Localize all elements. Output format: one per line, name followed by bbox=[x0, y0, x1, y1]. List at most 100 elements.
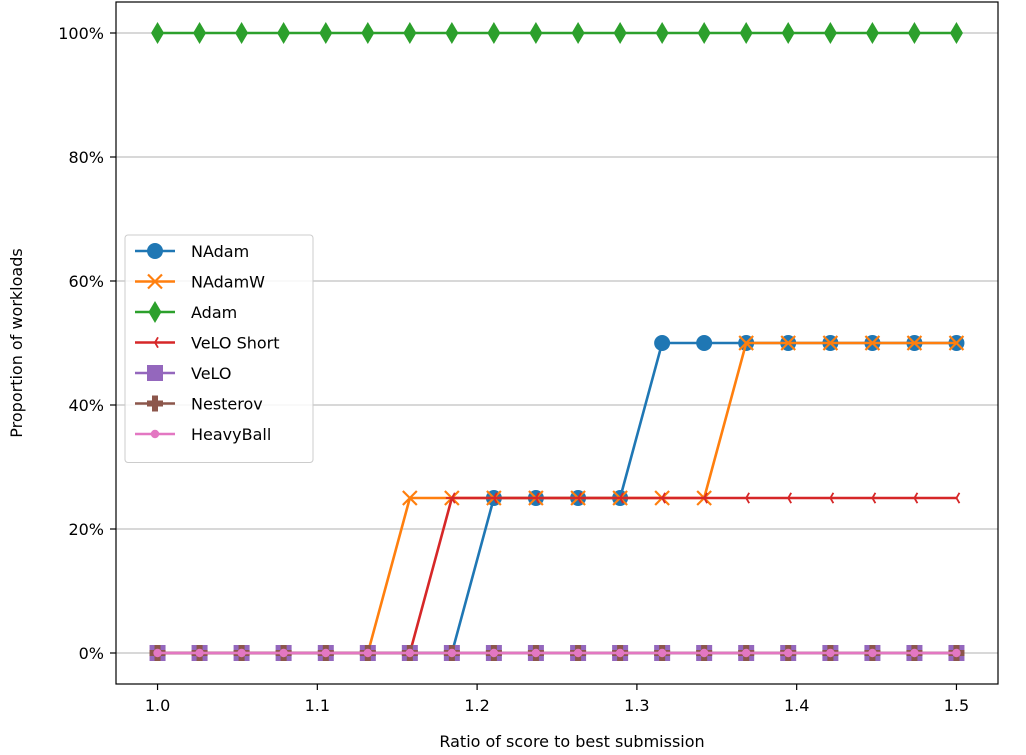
point-adam-14 bbox=[739, 22, 753, 44]
point-velo-short-7 bbox=[445, 492, 456, 504]
legend-entry-velo-short: VeLO Short bbox=[135, 334, 280, 353]
point-nadam-13 bbox=[696, 335, 713, 351]
point-adam-12 bbox=[655, 22, 669, 44]
point-velo-short-8 bbox=[487, 492, 498, 504]
legend-entry-nadamw: NAdamW bbox=[135, 273, 265, 292]
x-tick-label-0: 1.0 bbox=[145, 696, 170, 715]
x-tick-label-2: 1.2 bbox=[464, 696, 489, 715]
x-tick-label-3: 1.3 bbox=[624, 696, 649, 715]
point-adam-15 bbox=[781, 22, 795, 44]
point-adam-11 bbox=[613, 22, 627, 44]
point-velo-short-16 bbox=[824, 492, 835, 504]
point-adam-13 bbox=[697, 22, 711, 44]
legend-label-adam: Adam bbox=[191, 303, 237, 322]
y-tick-label-0: 0% bbox=[79, 644, 104, 663]
point-nadamw-19 bbox=[948, 335, 965, 351]
point-adam-9 bbox=[529, 22, 543, 44]
point-heavyball-6 bbox=[405, 648, 415, 658]
point-heavyball-16 bbox=[826, 648, 835, 658]
x-tick-label-5: 1.5 bbox=[944, 696, 969, 715]
point-velo-short-19 bbox=[950, 492, 961, 504]
point-adam-8 bbox=[487, 22, 501, 44]
y-tick-label-3: 60% bbox=[68, 272, 104, 291]
x-tick-label-1: 1.1 bbox=[305, 696, 330, 715]
legend-label-velo: VeLO bbox=[191, 364, 231, 383]
legend-entry-nadam: NAdam bbox=[135, 242, 249, 261]
point-adam-18 bbox=[907, 22, 921, 44]
legend-entry-nesterov: Nesterov bbox=[135, 395, 263, 414]
legend-label-nadam: NAdam bbox=[191, 242, 249, 261]
legend-marker-nesterov bbox=[147, 395, 163, 412]
legend: NAdam NAdamW Adam VeLO Short VeLO Nesterov Hea… bbox=[124, 234, 314, 463]
legend-marker-heavyball bbox=[150, 429, 160, 439]
point-adam-3 bbox=[277, 22, 291, 44]
point-velo-short-9 bbox=[529, 492, 540, 504]
point-velo-short-11 bbox=[614, 492, 624, 504]
point-velo-short-13 bbox=[698, 492, 708, 504]
point-nadamw-16 bbox=[822, 335, 839, 351]
point-adam-16 bbox=[823, 22, 837, 44]
y-tick-label-2: 40% bbox=[68, 396, 104, 415]
point-heavyball-0 bbox=[153, 648, 162, 658]
point-heavyball-5 bbox=[363, 648, 373, 658]
point-nadamw-18 bbox=[906, 335, 923, 351]
legend-label-heavyball: HeavyBall bbox=[191, 425, 271, 444]
point-adam-19 bbox=[949, 22, 963, 44]
point-adam-7 bbox=[445, 22, 459, 44]
point-adam-0 bbox=[151, 22, 165, 44]
point-heavyball-13 bbox=[699, 648, 709, 658]
point-adam-1 bbox=[193, 22, 207, 44]
point-velo-short-10 bbox=[572, 492, 582, 504]
legend-entry-velo: VeLO bbox=[135, 364, 231, 383]
point-nadamw-14 bbox=[738, 335, 754, 351]
point-nadamw-17 bbox=[864, 335, 881, 351]
point-nadamw-15 bbox=[780, 335, 796, 351]
x-axis-label: Ratio of score to best submission bbox=[439, 732, 704, 751]
point-velo-short-15 bbox=[782, 492, 792, 504]
point-heavyball-2 bbox=[237, 648, 246, 658]
axes: 1.0 1.1 1.2 1.3 1.4 1.5 0% 20% 40% 60% 80% 100% bbox=[58, 1, 999, 715]
point-velo-short-18 bbox=[908, 492, 919, 504]
point-nadamw-6 bbox=[402, 490, 418, 506]
series-layer bbox=[149, 22, 965, 661]
legend-marker-adam bbox=[148, 301, 162, 323]
point-heavyball-17 bbox=[868, 648, 877, 658]
point-heavyball-18 bbox=[910, 648, 919, 658]
y-tick-label-1: 20% bbox=[68, 520, 104, 539]
legend-label-velo-short: VeLO Short bbox=[191, 334, 280, 353]
x-tick-label-4: 1.4 bbox=[784, 696, 809, 715]
plot-frame bbox=[115, 1, 999, 685]
point-velo-short-14 bbox=[740, 492, 750, 504]
series-adam bbox=[151, 22, 963, 44]
series-line-velo-short bbox=[157, 496, 957, 655]
legend-box bbox=[124, 234, 314, 463]
y-tick-label-5: 100% bbox=[58, 24, 104, 43]
point-heavyball-19 bbox=[952, 648, 961, 658]
point-adam-4 bbox=[319, 22, 333, 44]
series-velo-short bbox=[151, 492, 961, 659]
point-adam-17 bbox=[865, 22, 879, 44]
legend-marker-nadamw bbox=[147, 273, 163, 290]
series-heavyball bbox=[153, 648, 961, 658]
legend-marker-velo bbox=[147, 365, 163, 381]
point-heavyball-12 bbox=[657, 648, 667, 658]
point-adam-5 bbox=[361, 22, 375, 44]
point-heavyball-14 bbox=[741, 648, 751, 658]
point-heavyball-10 bbox=[573, 648, 583, 658]
point-adam-2 bbox=[235, 22, 249, 44]
point-velo-short-17 bbox=[866, 492, 877, 504]
legend-marker-velo-short bbox=[149, 336, 159, 349]
point-heavyball-1 bbox=[195, 648, 204, 658]
legend-entry-adam: Adam bbox=[135, 301, 237, 323]
y-tick-label-4: 80% bbox=[68, 148, 104, 167]
point-heavyball-7 bbox=[447, 648, 457, 658]
point-heavyball-8 bbox=[489, 648, 499, 658]
legend-label-nadamw: NAdamW bbox=[191, 273, 265, 292]
legend-label-nesterov: Nesterov bbox=[191, 395, 263, 414]
point-nadam-12 bbox=[654, 335, 671, 351]
point-heavyball-4 bbox=[321, 648, 330, 658]
point-heavyball-15 bbox=[784, 648, 793, 658]
point-heavyball-11 bbox=[615, 648, 625, 658]
point-adam-10 bbox=[571, 22, 585, 44]
